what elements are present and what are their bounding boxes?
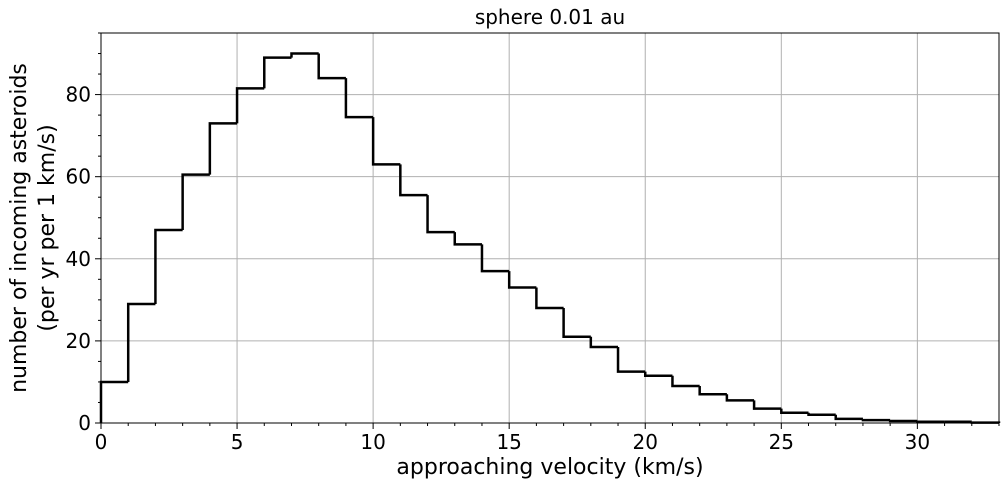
- y-tick-label: 60: [66, 165, 91, 189]
- x-tick-label: 5: [231, 430, 244, 454]
- histogram-bin: [154, 228, 183, 304]
- histogram-bin: [235, 87, 265, 124]
- histogram-bin: [426, 195, 455, 234]
- plot-frame: [100, 32, 1000, 424]
- histogram-bin: [861, 418, 891, 422]
- histogram-bin: [562, 308, 591, 339]
- histogram-bin: [344, 78, 374, 119]
- histogram-steps: [99, 52, 1001, 424]
- histogram-bin: [399, 164, 428, 197]
- x-axis-label: approaching velocity (km/s): [396, 455, 703, 479]
- histogram-bin: [752, 400, 782, 410]
- histogram-bin: [916, 420, 945, 424]
- x-tick-label: 25: [769, 430, 794, 454]
- x-tick-label: 30: [905, 430, 930, 454]
- histogram-bin: [507, 271, 537, 289]
- y-tick-label: 20: [66, 329, 91, 353]
- histogram-bin: [480, 244, 510, 273]
- histogram-bin: [263, 56, 292, 89]
- histogram-bin: [725, 394, 755, 402]
- x-tick-label: 20: [633, 430, 658, 454]
- histogram-bin: [535, 287, 564, 310]
- histogram-bin: [181, 173, 210, 231]
- y-axis-label-line-1: number of incoming asteroids: [7, 63, 32, 393]
- histogram-bin: [616, 347, 646, 373]
- y-tick-label: 0: [78, 411, 91, 435]
- histogram-bin: [99, 380, 129, 423]
- histogram-bin: [317, 53, 346, 80]
- x-tick-label: 15: [496, 430, 521, 454]
- histogram-bin: [780, 408, 809, 414]
- histogram-bin: [371, 117, 401, 166]
- grid-lines: [100, 33, 999, 424]
- histogram-bin: [208, 122, 238, 175]
- y-axis-ticks: 0 20 40 60 80: [66, 32, 101, 435]
- histogram-bin: [126, 302, 156, 382]
- histogram-bin: [807, 412, 836, 417]
- x-tick-label: 0: [95, 430, 108, 454]
- histogram-bin: [671, 375, 700, 388]
- histogram-bin: [888, 419, 918, 423]
- histogram-bin: [589, 336, 619, 349]
- histogram-bin: [453, 232, 482, 246]
- histogram-bin: [643, 371, 673, 378]
- y-tick-label: 80: [66, 83, 91, 107]
- y-axis-label-line-2: (per yr per 1 km/s): [35, 124, 60, 331]
- histogram-bin: [834, 414, 863, 421]
- histogram-bin: [698, 386, 727, 396]
- chart-title: sphere 0.01 au: [475, 5, 625, 29]
- x-axis-ticks: 0 5 10 15 20 25 30: [95, 423, 1000, 454]
- x-tick-label: 10: [360, 430, 385, 454]
- histogram-bin: [290, 52, 319, 58]
- y-tick-label: 40: [66, 247, 91, 271]
